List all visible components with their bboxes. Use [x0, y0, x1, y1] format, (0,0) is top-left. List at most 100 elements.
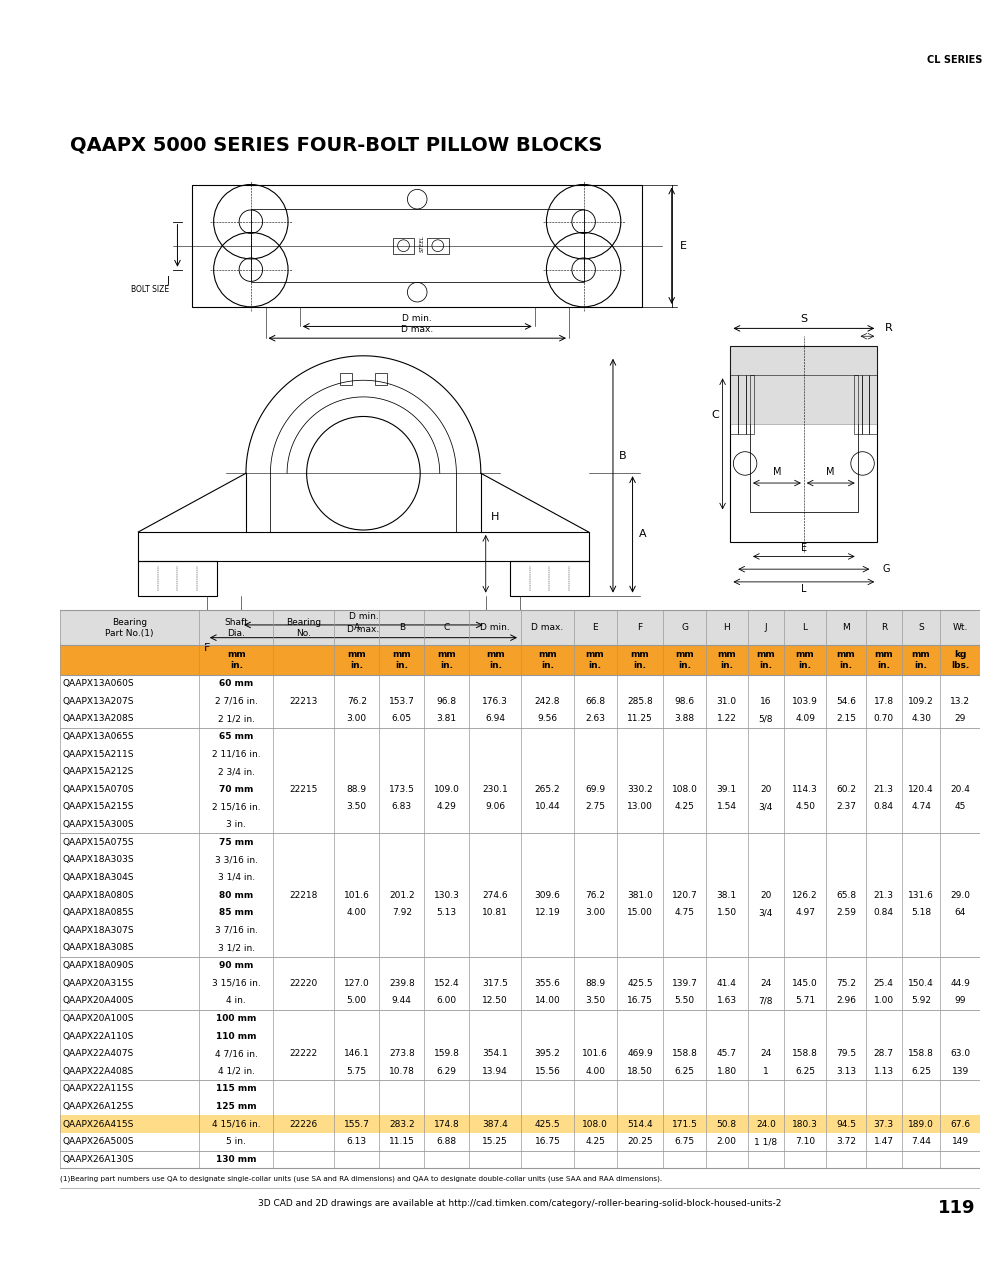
Text: 1.13: 1.13: [874, 1066, 894, 1075]
Text: QAAPX22A110S: QAAPX22A110S: [63, 1032, 134, 1041]
Text: 5.13: 5.13: [437, 909, 457, 918]
Text: 7.44: 7.44: [911, 1137, 931, 1146]
Text: 100 mm: 100 mm: [216, 1014, 256, 1023]
Text: 5.71: 5.71: [795, 996, 815, 1005]
Text: 16.75: 16.75: [534, 1137, 560, 1146]
Bar: [60, 1151, 980, 1169]
Text: 2.63: 2.63: [585, 714, 605, 723]
Text: 22226: 22226: [290, 1120, 318, 1129]
Text: 50.8: 50.8: [717, 1120, 737, 1129]
Text: 2 3/4 in.: 2 3/4 in.: [218, 767, 255, 776]
Text: 2.37: 2.37: [836, 803, 856, 812]
Text: R: R: [881, 623, 887, 632]
Text: B: B: [399, 623, 405, 632]
Text: 1 1/8: 1 1/8: [754, 1137, 778, 1146]
Bar: [60, 1080, 980, 1098]
Text: 21.3: 21.3: [874, 785, 894, 794]
Text: 7.92: 7.92: [392, 909, 412, 918]
Text: kg
lbs.: kg lbs.: [951, 650, 969, 669]
Text: G: G: [882, 564, 890, 575]
Text: 309.6: 309.6: [534, 891, 560, 900]
Text: 60 mm: 60 mm: [219, 680, 253, 689]
Text: 45.7: 45.7: [717, 1050, 737, 1059]
Text: E: E: [592, 623, 598, 632]
Text: 395.2: 395.2: [535, 1050, 560, 1059]
Text: 65 mm: 65 mm: [219, 732, 253, 741]
Text: 67.6: 67.6: [950, 1120, 970, 1129]
Text: mm
in.: mm in.: [757, 650, 775, 669]
Text: 54.6: 54.6: [836, 696, 856, 705]
Text: 6.75: 6.75: [675, 1137, 695, 1146]
Text: 1.22: 1.22: [717, 714, 737, 723]
Text: A: A: [354, 623, 360, 632]
Text: 317.5: 317.5: [482, 979, 508, 988]
Bar: [393, 238, 414, 253]
Text: 9.56: 9.56: [537, 714, 557, 723]
Text: 3D CAD and 2D drawings are available at http://cad.timken.com/category/-roller-b: 3D CAD and 2D drawings are available at …: [258, 1199, 782, 1208]
Text: F: F: [204, 644, 210, 653]
Text: 16: 16: [760, 696, 772, 705]
Bar: [60, 886, 980, 904]
Text: 3.00: 3.00: [585, 909, 605, 918]
Text: 9.44: 9.44: [392, 996, 412, 1005]
Text: QAAPX20A100S: QAAPX20A100S: [63, 1014, 134, 1023]
Text: 63.0: 63.0: [950, 1050, 970, 1059]
Bar: [730, 375, 738, 434]
Text: 381.0: 381.0: [627, 891, 653, 900]
Bar: [60, 710, 980, 728]
Text: 2 1/2 in.: 2 1/2 in.: [218, 714, 255, 723]
Text: 99: 99: [954, 996, 966, 1005]
Text: 108.0: 108.0: [672, 785, 698, 794]
Text: 41.4: 41.4: [717, 979, 737, 988]
Bar: [746, 375, 754, 434]
Text: H: H: [723, 623, 730, 632]
Bar: [60, 763, 980, 781]
Text: QAAPX15A070S: QAAPX15A070S: [63, 785, 135, 794]
Text: 3.50: 3.50: [347, 803, 367, 812]
Text: 44.9: 44.9: [950, 979, 970, 988]
Text: S: S: [800, 315, 807, 324]
Bar: [340, 374, 352, 385]
Text: 125 mm: 125 mm: [216, 1102, 257, 1111]
Bar: [375, 374, 387, 385]
Text: 3 1/2 in.: 3 1/2 in.: [218, 943, 255, 952]
Text: 13.00: 13.00: [627, 803, 653, 812]
Text: 103.9: 103.9: [792, 696, 818, 705]
Text: 3.50: 3.50: [585, 996, 605, 1005]
Text: 4.75: 4.75: [675, 909, 695, 918]
Text: 3/4: 3/4: [759, 803, 773, 812]
Text: 3/4: 3/4: [759, 909, 773, 918]
Text: 6.25: 6.25: [795, 1066, 815, 1075]
Text: QAAPX20A315S: QAAPX20A315S: [63, 979, 134, 988]
Text: 101.6: 101.6: [582, 1050, 608, 1059]
Text: 0.70: 0.70: [874, 714, 894, 723]
Text: 76.2: 76.2: [347, 696, 367, 705]
Text: 189.0: 189.0: [908, 1120, 934, 1129]
Text: 1.54: 1.54: [717, 803, 737, 812]
Text: F: F: [637, 623, 643, 632]
Text: 14.00: 14.00: [535, 996, 560, 1005]
Bar: [60, 611, 980, 645]
Text: 25.4: 25.4: [874, 979, 894, 988]
Text: 88.9: 88.9: [585, 979, 605, 988]
Text: 265.2: 265.2: [535, 785, 560, 794]
Text: 109.2: 109.2: [908, 696, 934, 705]
Text: (1)Bearing part numbers use QA to designate single-collar units (use SA and RA d: (1)Bearing part numbers use QA to design…: [60, 1176, 662, 1183]
Text: 98.6: 98.6: [675, 696, 695, 705]
Text: 4 in.: 4 in.: [226, 996, 246, 1005]
Bar: [60, 851, 980, 869]
Text: 153.7: 153.7: [389, 696, 415, 705]
Bar: [60, 1062, 980, 1080]
Text: 1.80: 1.80: [717, 1066, 737, 1075]
Bar: [427, 238, 449, 253]
Text: mm
in.: mm in.: [227, 650, 246, 669]
Text: QAAPX13A208S: QAAPX13A208S: [63, 714, 134, 723]
Text: 88.9: 88.9: [347, 785, 367, 794]
Text: 17.8: 17.8: [874, 696, 894, 705]
Text: 65.8: 65.8: [836, 891, 856, 900]
Text: 285.8: 285.8: [627, 696, 653, 705]
Text: QAAPX18A085S: QAAPX18A085S: [63, 909, 135, 918]
Text: 22222: 22222: [290, 1050, 318, 1059]
Text: 5 in.: 5 in.: [226, 1137, 246, 1146]
Text: 12.50: 12.50: [482, 996, 508, 1005]
